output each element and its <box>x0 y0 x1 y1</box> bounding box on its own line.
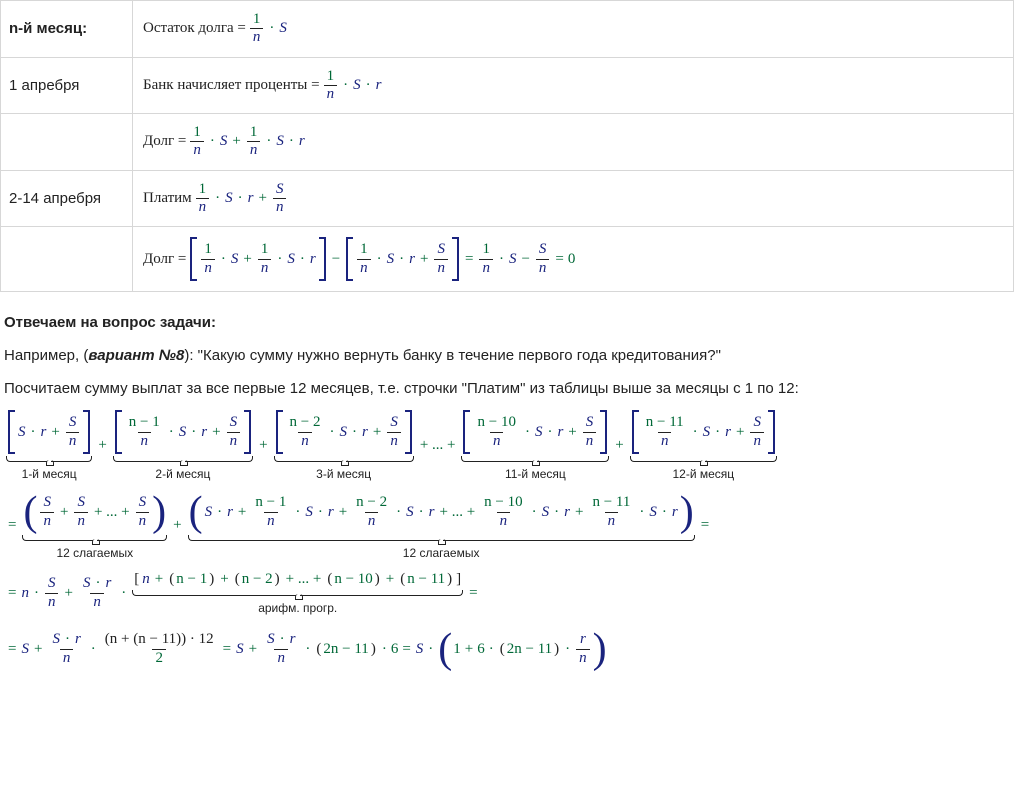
row-label: n-й месяц: <box>9 20 87 37</box>
row-content: Платим 1n · S · r + Sn <box>133 170 1014 227</box>
row-label <box>1 114 133 171</box>
equation-line-4: = S + S·rn · (n + (n − 11)) · 122 = S + … <box>4 626 1010 672</box>
row-label: 1 апребря <box>1 57 133 114</box>
paragraph-example: Например, (вариант №8): "Какую сумму нуж… <box>4 345 1010 368</box>
debt-schedule-table: n-й месяц: Остаток долга = 1n · S 1 апре… <box>0 0 1014 292</box>
equation-line-1: S·r + Sn 1-й месяц + n − 1n ·S·r + Sn 2-… <box>4 410 1010 481</box>
table-row: Долг = 1n · S + 1n · S · r − 1n · S · r … <box>1 227 1014 292</box>
table-row: 1 апребря Банк начисляет проценты = 1n ·… <box>1 57 1014 114</box>
paragraph-sum: Посчитаем сумму выплат за все первые 12 … <box>4 378 1010 401</box>
row-content: Долг = 1n · S + 1n · S · r <box>133 114 1014 171</box>
equation-line-3: = n· Sn + S·rn · [ n +(n − 1) +(n − 2) +… <box>4 570 1010 616</box>
row-content: Остаток долга = 1n · S <box>133 1 1014 58</box>
equation-line-2: = ( Sn + Sn + ... + Sn ) 12 слагаемых + … <box>4 491 1010 560</box>
table-row: Долг = 1n · S + 1n · S · r <box>1 114 1014 171</box>
table-row: n-й месяц: Остаток долга = 1n · S <box>1 1 1014 58</box>
row-content: Долг = 1n · S + 1n · S · r − 1n · S · r … <box>133 227 1014 292</box>
table-row: 2-14 апребря Платим 1n · S · r + Sn <box>1 170 1014 227</box>
answer-heading: Отвечаем на вопрос задачи: <box>4 314 1010 331</box>
row-label <box>1 227 133 292</box>
row-content: Банк начисляет проценты = 1n · S · r <box>133 57 1014 114</box>
row-label: 2-14 апребря <box>1 170 133 227</box>
